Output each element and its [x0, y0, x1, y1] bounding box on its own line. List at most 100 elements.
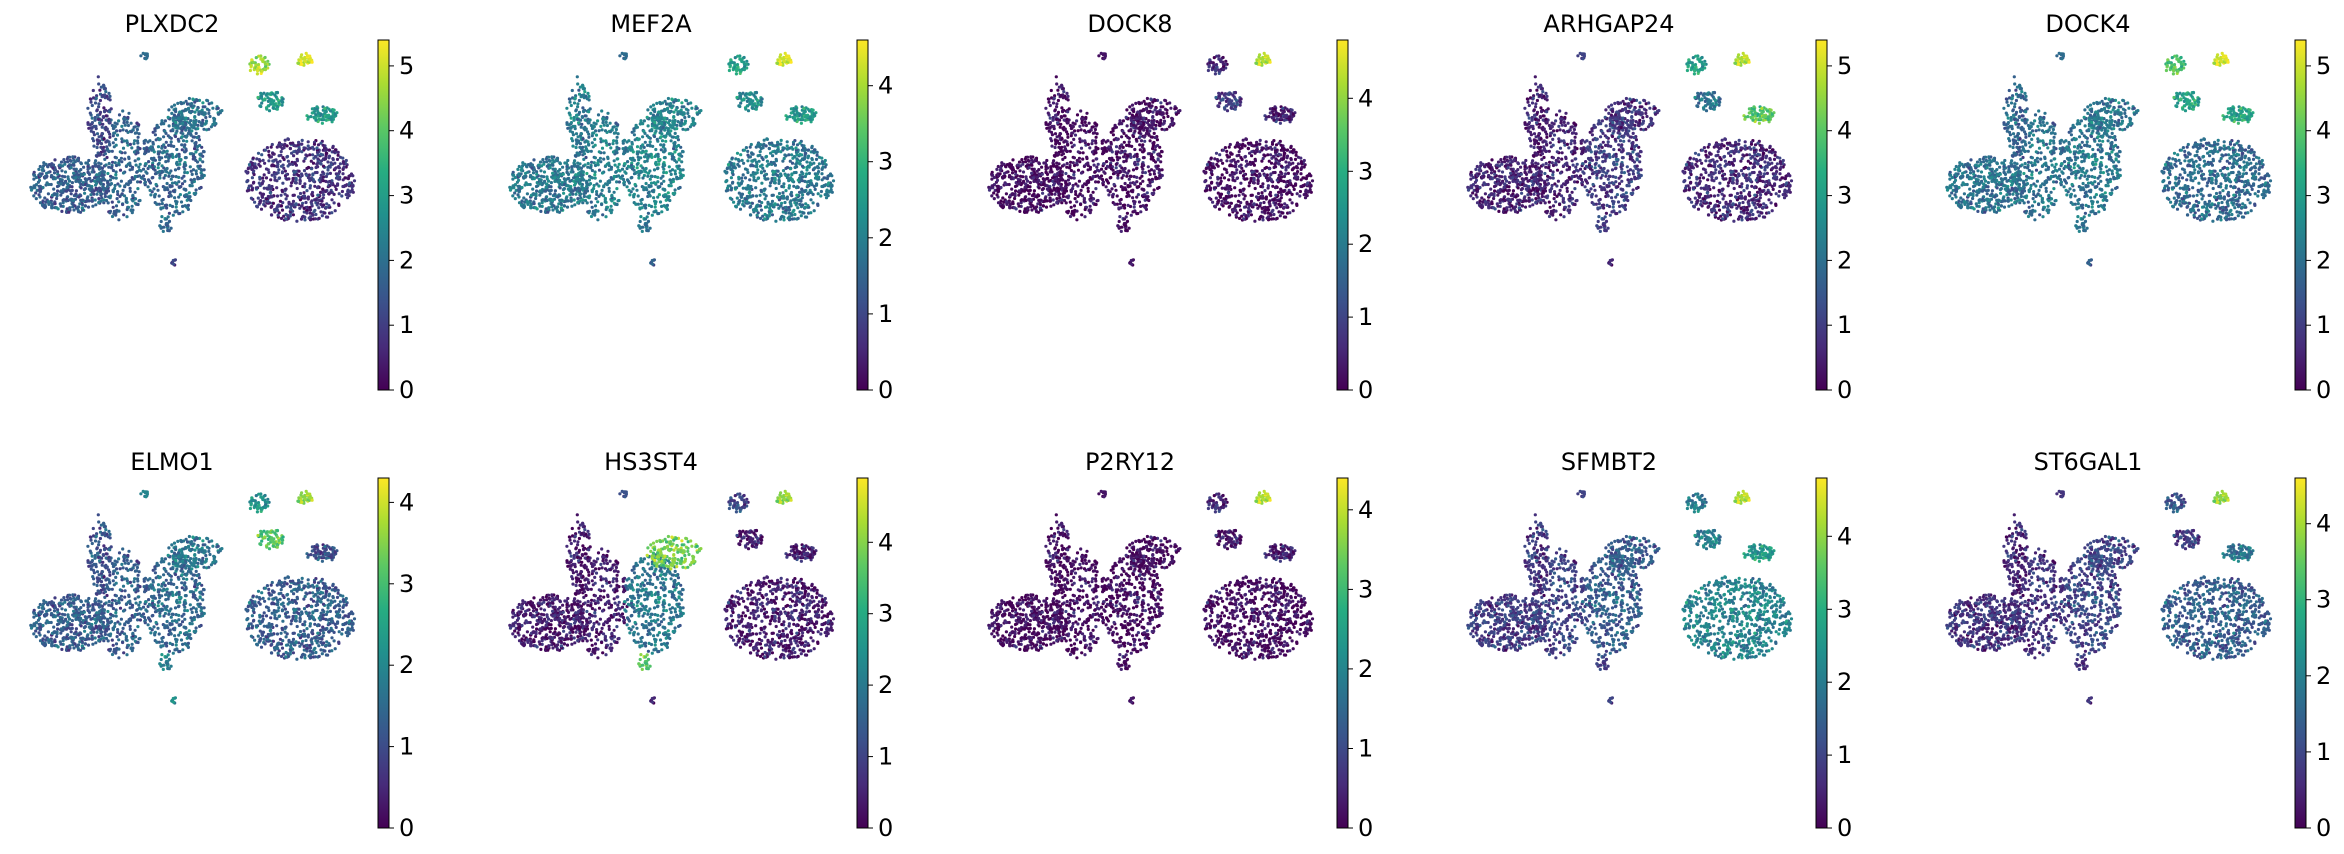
cell-point: [746, 159, 750, 163]
cell-point: [779, 173, 783, 178]
cell-point: [179, 102, 184, 106]
cell-point: [39, 187, 43, 191]
cell-point: [608, 121, 612, 125]
cell-point: [750, 92, 754, 96]
cell-point: [113, 186, 117, 191]
cell-point: [636, 152, 640, 156]
cell-point: [726, 163, 731, 167]
cell-point: [697, 109, 702, 113]
cell-point: [1030, 158, 1034, 162]
cell-point: [789, 107, 794, 111]
cell-point: [321, 190, 325, 194]
cell-point: [283, 138, 287, 142]
cell-point: [174, 154, 178, 159]
colorbar-tick-label: 3: [399, 182, 414, 210]
cell-point: [607, 161, 611, 165]
cell-point: [190, 125, 194, 129]
cell-point: [640, 151, 644, 155]
cell-point: [776, 147, 780, 151]
cell-point: [1022, 189, 1026, 193]
cell-point: [784, 166, 788, 170]
cell-point: [737, 164, 741, 168]
cell-point: [331, 157, 335, 161]
cell-point: [158, 173, 162, 177]
cell-point: [181, 210, 185, 214]
cell-point: [770, 213, 775, 217]
cell-point: [566, 184, 570, 188]
cell-point: [200, 174, 204, 178]
cell-point: [218, 109, 223, 113]
cell-point: [798, 152, 802, 156]
cell-point: [90, 103, 94, 108]
cell-point: [131, 177, 135, 181]
cell-point: [621, 139, 625, 143]
cell-point: [554, 171, 558, 176]
cell-point: [671, 177, 676, 181]
cell-point: [584, 139, 588, 143]
cell-point: [184, 107, 188, 112]
cell-point: [263, 204, 267, 208]
cell-point: [1061, 194, 1065, 199]
scatter-points: [987, 51, 1315, 267]
cell-point: [88, 123, 92, 127]
cell-point: [767, 162, 771, 166]
cell-point: [97, 135, 101, 139]
cell-point: [637, 169, 641, 174]
cell-point: [808, 190, 812, 195]
cell-point: [663, 156, 667, 160]
cell-point: [556, 195, 560, 199]
cell-point: [316, 111, 321, 115]
cell-point: [1031, 204, 1035, 208]
cell-point: [82, 165, 86, 169]
cell-point: [310, 202, 314, 206]
cell-point: [198, 158, 202, 162]
cell-point: [88, 97, 92, 101]
cell-point: [775, 61, 780, 65]
cell-point: [662, 150, 666, 154]
cell-point: [201, 101, 205, 105]
cell-point: [200, 110, 204, 114]
cell-point: [274, 158, 278, 162]
cell-point: [593, 176, 597, 180]
cell-point: [748, 145, 752, 149]
cell-point: [644, 181, 648, 186]
cell-point: [330, 211, 334, 215]
cell-point: [782, 59, 786, 64]
cell-point: [107, 165, 111, 169]
cell-point: [202, 150, 206, 154]
cell-point: [1010, 187, 1014, 191]
cell-point: [782, 196, 786, 200]
cell-point: [115, 129, 119, 133]
cell-point: [319, 162, 323, 166]
cell-point: [827, 181, 831, 185]
cell-point: [85, 196, 89, 200]
cell-point: [317, 206, 321, 210]
cell-point: [728, 165, 732, 170]
cell-point: [591, 131, 595, 135]
cell-point: [771, 154, 775, 158]
cell-point: [549, 188, 553, 192]
cell-point: [990, 173, 994, 177]
cell-point: [94, 96, 98, 100]
cell-point: [320, 199, 324, 203]
cell-point: [291, 213, 295, 217]
cell-point: [99, 85, 103, 89]
cell-point: [287, 201, 291, 206]
cell-point: [575, 75, 579, 79]
cell-point: [799, 121, 804, 125]
cell-point: [264, 167, 269, 171]
cell-point: [157, 155, 161, 159]
cell-point: [261, 176, 265, 180]
cell-point: [589, 165, 593, 169]
cell-point: [585, 201, 589, 205]
cell-point: [116, 190, 120, 194]
cell-point: [321, 187, 325, 191]
cell-point: [80, 206, 84, 210]
cell-point: [654, 147, 658, 152]
cell-point: [194, 188, 198, 192]
cell-point: [830, 184, 834, 188]
cell-point: [343, 176, 347, 180]
cell-point: [135, 131, 139, 135]
cell-point: [157, 202, 161, 206]
cell-point: [159, 219, 163, 224]
